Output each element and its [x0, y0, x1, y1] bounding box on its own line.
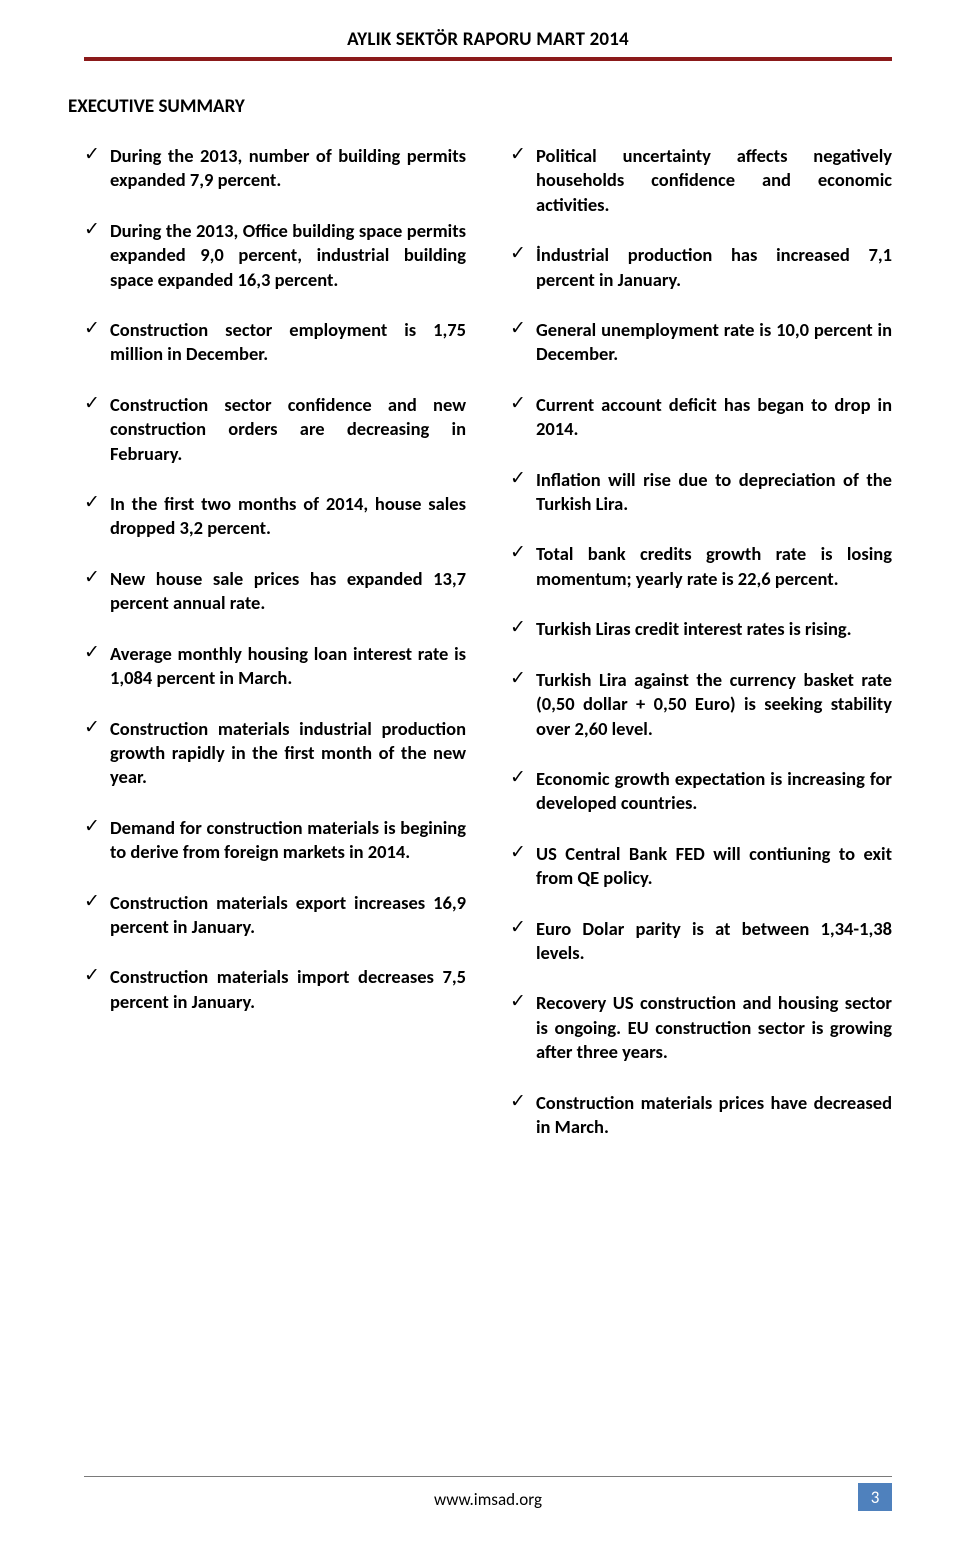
list-item: During the 2013, Office building space p…: [84, 219, 466, 292]
footer: www.imsad.org 3: [0, 1476, 960, 1513]
list-item: Current account deficit has began to dro…: [510, 393, 892, 442]
list-item: Euro Dolar parity is at between 1,34-1,3…: [510, 917, 892, 966]
list-item: In the first two months of 2014, house s…: [84, 492, 466, 541]
footer-row: www.imsad.org 3: [84, 1485, 892, 1513]
page-number-badge: 3: [858, 1483, 892, 1511]
list-item: Turkish Lira against the currency basket…: [510, 668, 892, 741]
left-list: During the 2013, number of building perm…: [84, 144, 466, 1014]
list-item: Turkish Liras credit interest rates is r…: [510, 617, 892, 641]
list-item: New house sale prices has expanded 13,7 …: [84, 567, 466, 616]
list-item: Inflation will rise due to depreciation …: [510, 468, 892, 517]
list-item: Total bank credits growth rate is losing…: [510, 542, 892, 591]
list-item: Average monthly housing loan interest ra…: [84, 642, 466, 691]
list-item: Construction materials import decreases …: [84, 965, 466, 1014]
footer-url: www.imsad.org: [434, 1489, 542, 1510]
left-column: During the 2013, number of building perm…: [84, 144, 466, 1165]
list-item: Political uncertainty affects negatively…: [510, 144, 892, 217]
list-item: Economic growth expectation is increasin…: [510, 767, 892, 816]
footer-rule: [84, 1476, 892, 1477]
header-title: AYLIK SEKTÖR RAPORU MART 2014: [84, 28, 892, 57]
right-list: Political uncertainty affects negatively…: [510, 144, 892, 1139]
list-item: Construction sector confidence and new c…: [84, 393, 466, 466]
list-item: Construction sector employment is 1,75 m…: [84, 318, 466, 367]
section-title: EXECUTIVE SUMMARY: [68, 95, 892, 118]
list-item: During the 2013, number of building perm…: [84, 144, 466, 193]
header-rule: [84, 57, 892, 61]
right-column: Political uncertainty affects negatively…: [510, 144, 892, 1165]
list-item: General unemployment rate is 10,0 percen…: [510, 318, 892, 367]
list-item: Construction materials prices have decre…: [510, 1091, 892, 1140]
list-item: Recovery US construction and housing sec…: [510, 991, 892, 1064]
list-item: Construction materials industrial produc…: [84, 717, 466, 790]
page: AYLIK SEKTÖR RAPORU MART 2014 EXECUTIVE …: [0, 0, 960, 1547]
content-columns: During the 2013, number of building perm…: [84, 144, 892, 1165]
list-item: Construction materials export increases …: [84, 891, 466, 940]
list-item: US Central Bank FED will contiuning to e…: [510, 842, 892, 891]
list-item: İndustrial production has increased 7,1 …: [510, 243, 892, 292]
list-item: Demand for construction materials is beg…: [84, 816, 466, 865]
